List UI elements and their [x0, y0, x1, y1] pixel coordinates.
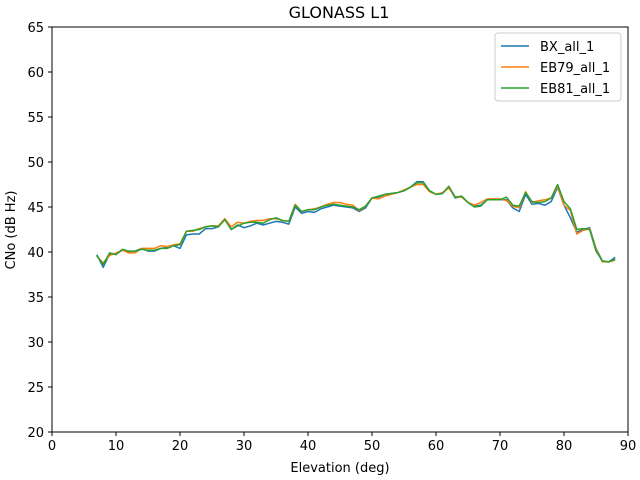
x-tick-label: 50: [364, 439, 381, 454]
x-tick-label: 10: [108, 439, 125, 454]
y-tick-label: 65: [27, 21, 44, 36]
series-line-EB79_all_1: [96, 183, 616, 264]
y-axis-ticks: 20 25 30 35 40 45 50 55 60 65: [27, 21, 52, 441]
y-tick-label: 40: [27, 246, 44, 261]
legend-label: EB81_all_1: [540, 82, 610, 97]
plot-frame: [51, 26, 629, 433]
x-tick-label: 80: [556, 439, 573, 454]
x-axis-ticks: 0 10 20 30 40 50 60 70 80 90: [48, 432, 636, 454]
x-tick-label: 0: [48, 439, 56, 454]
y-axis-label: CNo (dB Hz): [4, 191, 19, 270]
plot-series: [96, 181, 616, 269]
x-tick-label: 60: [428, 439, 445, 454]
y-tick-label: 30: [27, 336, 44, 351]
x-tick-label: 30: [236, 439, 253, 454]
y-tick-label: 20: [27, 426, 44, 441]
y-tick-label: 25: [27, 381, 44, 396]
series-line-BX_all_1: [96, 181, 616, 269]
y-tick-label: 45: [27, 201, 44, 216]
y-tick-label: 35: [27, 291, 44, 306]
y-tick-label: 55: [27, 111, 44, 126]
legend-entries: BX_all_1 EB79_all_1 EB81_all_1: [501, 40, 610, 97]
x-tick-label: 40: [300, 439, 317, 454]
legend-label: EB79_all_1: [540, 61, 610, 76]
y-tick-label: 50: [27, 156, 44, 171]
series-line-EB81_all_1: [96, 181, 616, 266]
y-tick-label: 60: [27, 66, 44, 81]
legend-box: [494, 32, 622, 102]
x-tick-label: 90: [620, 439, 637, 454]
x-axis-label: Elevation (deg): [290, 461, 389, 476]
x-tick-label: 70: [492, 439, 509, 454]
legend-label: BX_all_1: [540, 40, 594, 55]
chart-title: GLONASS L1: [289, 3, 390, 22]
x-tick-label: 20: [172, 439, 189, 454]
legend: BX_all_1 EB79_all_1 EB81_all_1: [494, 32, 622, 102]
